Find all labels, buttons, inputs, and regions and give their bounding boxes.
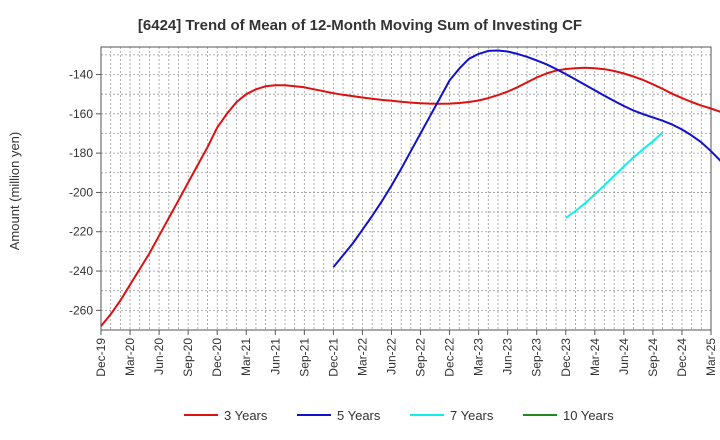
- chart-title: [6424] Trend of Mean of 12-Month Moving …: [138, 17, 582, 34]
- y-tick-label: -140: [69, 68, 93, 82]
- x-tick-label: Jun-21: [268, 338, 282, 375]
- x-tick-label: Mar-23: [472, 338, 486, 376]
- series-line-3-years: [100, 66, 720, 327]
- y-tick-label: -260: [69, 303, 93, 317]
- x-tick-label: Mar-20: [123, 338, 137, 376]
- x-tick-label: Dec-22: [443, 338, 457, 377]
- x-tick-label: Mar-22: [355, 338, 369, 376]
- x-tick-label: Dec-19: [94, 338, 108, 377]
- y-tick-label: -200: [69, 185, 93, 199]
- x-tick-label: Dec-23: [559, 338, 573, 377]
- x-tick-label: Dec-24: [675, 338, 689, 377]
- x-tick-label: Sep-20: [181, 338, 195, 377]
- x-tick-label: Mar-25: [704, 338, 718, 376]
- x-tick-label: Mar-24: [588, 338, 602, 376]
- legend: 3 Years 5 Years 7 Years 10 Years: [184, 408, 614, 423]
- legend-label: 5 Years: [337, 408, 381, 423]
- x-tick-label: Jun-23: [501, 338, 515, 375]
- x-tick-label: Sep-24: [646, 338, 660, 377]
- x-tick-label: Dec-20: [210, 338, 224, 377]
- y-tick-label: -220: [69, 225, 93, 239]
- legend-label: 3 Years: [224, 408, 268, 423]
- series-lines: [100, 49, 720, 327]
- y-tick-label: -180: [69, 146, 93, 160]
- x-tick-label: Sep-22: [414, 338, 428, 377]
- x-tick-label: Jun-22: [384, 338, 398, 375]
- x-tick-label: Mar-21: [239, 338, 253, 376]
- y-tick-label: -160: [69, 107, 93, 121]
- x-axis-ticks: Dec-19 Mar-20 Jun-20 Sep-20 Dec-20 Mar-21 Jun-…: [94, 330, 718, 377]
- series-line-5-years: [332, 49, 720, 268]
- plot-frame: [100, 46, 712, 331]
- legend-label: 10 Years: [563, 408, 614, 423]
- series-line-7-years: [565, 131, 664, 219]
- x-tick-label: Sep-23: [530, 338, 544, 377]
- x-tick-label: Dec-21: [326, 338, 340, 377]
- y-tick-label: -240: [69, 264, 93, 278]
- x-tick-label: Sep-21: [297, 338, 311, 377]
- x-tick-label: Jun-20: [152, 338, 166, 375]
- y-axis-ticks: -140 -160 -180 -200 -220 -240 -260: [69, 68, 101, 317]
- y-axis-label: Amount (million yen): [7, 132, 22, 251]
- x-tick-label: Jun-24: [617, 338, 631, 375]
- grid: [101, 47, 711, 330]
- legend-label: 7 Years: [450, 408, 494, 423]
